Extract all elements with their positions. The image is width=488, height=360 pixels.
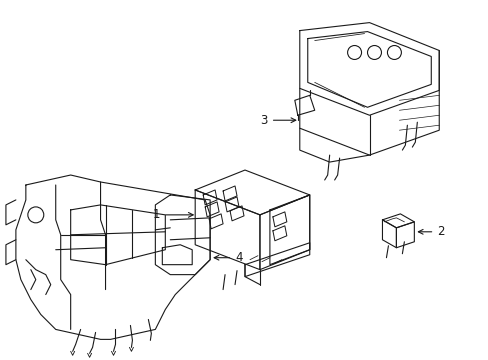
Text: 1: 1 <box>153 208 193 221</box>
Text: 2: 2 <box>418 225 444 238</box>
Text: 3: 3 <box>260 114 295 127</box>
Text: 4: 4 <box>214 251 242 264</box>
